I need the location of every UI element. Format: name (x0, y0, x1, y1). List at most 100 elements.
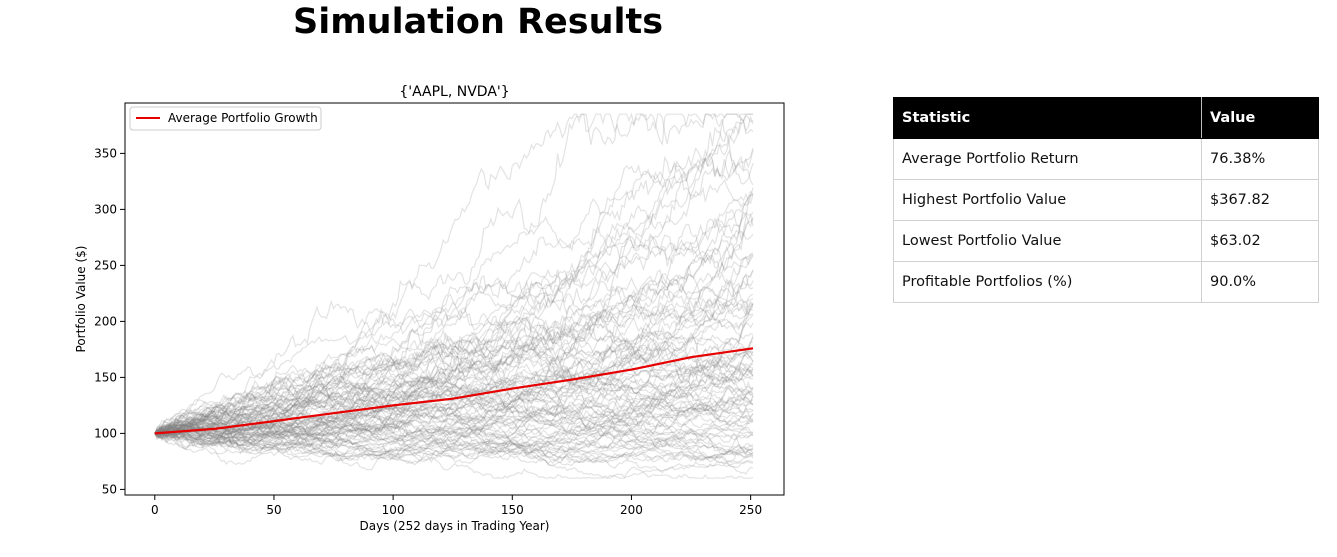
row-statistic: Highest Portfolio Value (893, 179, 1202, 221)
simulated-path (154, 211, 754, 448)
simulated-path (154, 413, 754, 454)
simulated-path (154, 121, 754, 436)
simulated-path (154, 273, 754, 434)
simulated-path (154, 418, 754, 457)
row-value: $367.82 (1201, 179, 1319, 221)
statistics-table: Statistic Value Average Portfolio Return… (893, 97, 1319, 303)
simulated-path (154, 149, 754, 438)
chart-legend: Average Portfolio Growth (129, 106, 322, 131)
simulated-path (154, 308, 754, 435)
simulated-path (154, 345, 754, 456)
y-tick-label: 200 (94, 314, 117, 328)
x-tick-label: 50 (266, 503, 281, 517)
simulated-path (154, 382, 754, 434)
simulated-path (154, 346, 754, 441)
simulated-path (154, 216, 754, 448)
simulated-path (154, 194, 754, 434)
simulated-path (154, 269, 754, 436)
simulated-path (154, 230, 754, 436)
table-header-row: Statistic Value (893, 97, 1319, 139)
simulated-path (154, 361, 754, 440)
y-tick-label: 300 (94, 202, 117, 216)
simulated-path (154, 113, 753, 434)
simulated-path (154, 270, 754, 434)
average-portfolio-line (154, 347, 754, 435)
simulated-path (154, 272, 754, 442)
simulated-path (154, 387, 754, 435)
simulated-path (154, 323, 754, 449)
table-row: Average Portfolio Return 76.38% (893, 138, 1319, 180)
simulated-path (154, 351, 754, 437)
y-tick-label: 250 (94, 258, 117, 272)
simulated-path (154, 211, 754, 440)
simulated-path (154, 347, 754, 437)
simulated-path (154, 383, 754, 438)
simulated-path (154, 405, 754, 441)
simulated-path (154, 431, 754, 475)
simulated-path (154, 420, 754, 460)
simulated-path (154, 368, 754, 448)
legend-box (129, 106, 322, 131)
simulated-path (154, 410, 754, 446)
row-statistic: Average Portfolio Return (893, 138, 1202, 180)
simulated-path (154, 255, 754, 438)
axes: 0 50 100 150 200 250 50 100 150 200 250 300 350 (94, 102, 785, 517)
header-statistic: Statistic (893, 97, 1202, 139)
simulated-path (154, 360, 754, 441)
simulated-path (154, 423, 754, 460)
plot-border (124, 102, 785, 496)
simulated-path (154, 348, 754, 452)
simulated-path (154, 419, 754, 469)
x-tick-label: 0 (151, 503, 159, 517)
simulated-path (154, 192, 754, 440)
simulated-path (154, 296, 754, 435)
simulated-path (154, 384, 754, 450)
simulated-path (154, 351, 754, 435)
simulated-path (154, 407, 754, 449)
plot-area (124, 102, 785, 496)
header-value: Value (1201, 97, 1319, 139)
simulated-path (154, 335, 754, 448)
simulated-path (154, 406, 754, 439)
simulated-path (154, 386, 754, 449)
simulated-path (154, 380, 754, 456)
chart-title: {'AAPL, NVDA'} (399, 84, 509, 100)
simulated-path (154, 194, 754, 437)
x-axis-label: Days (252 days in Trading Year) (360, 519, 550, 533)
simulated-path (154, 362, 754, 436)
simulated-path (154, 431, 753, 479)
simulated-path (154, 218, 754, 434)
simulated-path (154, 305, 754, 436)
simulated-path (154, 424, 754, 479)
simulated-path (154, 322, 754, 436)
simulated-path (154, 331, 754, 442)
simulated-path (154, 114, 754, 438)
simulated-path (154, 115, 754, 435)
x-tick-label: 250 (739, 503, 762, 517)
row-value: $63.02 (1201, 220, 1319, 262)
simulated-path (154, 248, 754, 434)
average-series-layer (154, 347, 754, 435)
simulated-path (154, 273, 754, 448)
simulated-path (154, 112, 754, 441)
simulated-path (154, 398, 754, 442)
simulated-paths (154, 112, 754, 479)
table-row: Highest Portfolio Value $367.82 (893, 179, 1319, 221)
simulated-path (154, 284, 754, 436)
simulated-path (154, 385, 754, 446)
row-value: 76.38% (1201, 138, 1319, 180)
simulated-path (154, 391, 754, 446)
simulated-path (154, 423, 754, 466)
simulated-path (154, 312, 754, 442)
simulated-path (154, 382, 754, 440)
simulated-path (154, 382, 754, 458)
y-axis-label: Portfolio Value ($) (74, 246, 88, 353)
y-tick-label: 350 (94, 146, 117, 160)
simulated-path (154, 149, 754, 434)
simulated-path (154, 424, 754, 463)
y-tick-label: 50 (102, 482, 117, 496)
simulated-path (154, 340, 754, 434)
simulated-path (154, 422, 754, 465)
simulated-path (154, 330, 754, 436)
simulated-path (154, 389, 754, 440)
